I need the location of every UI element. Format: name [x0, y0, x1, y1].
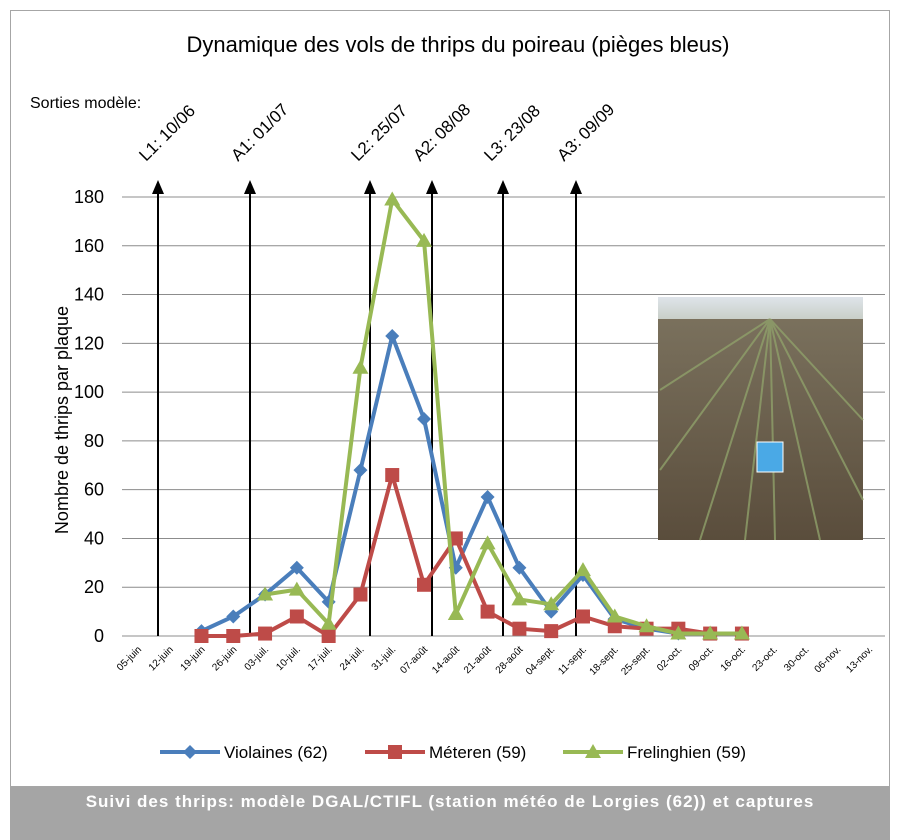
- arrow-head: [152, 180, 164, 194]
- series-line: [264, 197, 742, 636]
- marker: [448, 531, 463, 546]
- legend-label: Violaines (62): [224, 743, 328, 762]
- marker: [585, 744, 601, 758]
- marker: [702, 625, 719, 640]
- marker: [353, 587, 368, 602]
- arrow-head: [497, 180, 509, 194]
- marker: [352, 359, 369, 374]
- legend-label: Frelinghien (59): [627, 743, 746, 762]
- y-tick-label: 140: [74, 285, 104, 305]
- marker: [194, 629, 209, 643]
- marker: [479, 535, 496, 550]
- marker: [321, 629, 336, 643]
- marker: [384, 191, 401, 206]
- legend-label: Méteren (59): [429, 743, 526, 762]
- marker: [385, 329, 400, 344]
- marker: [447, 606, 464, 621]
- marker: [511, 591, 528, 606]
- y-tick-label: 60: [84, 480, 104, 500]
- marker: [512, 621, 527, 636]
- arrow-head: [426, 180, 438, 194]
- y-tick-label: 0: [94, 626, 104, 646]
- marker: [257, 586, 274, 601]
- marker: [417, 577, 432, 592]
- y-tick-label: 120: [74, 333, 104, 353]
- marker: [733, 625, 750, 640]
- marker: [388, 745, 402, 759]
- marker: [480, 489, 495, 504]
- y-tick-label: 100: [74, 382, 104, 402]
- marker: [670, 625, 687, 640]
- marker: [226, 629, 241, 643]
- marker: [416, 232, 433, 247]
- arrow-head: [570, 180, 582, 194]
- series: [257, 191, 750, 640]
- marker: [574, 562, 591, 577]
- marker: [543, 596, 560, 611]
- marker: [638, 618, 655, 633]
- marker: [289, 609, 304, 624]
- marker: [226, 609, 241, 624]
- y-tick-label: 160: [74, 236, 104, 256]
- marker: [512, 560, 527, 575]
- y-axis-label: Nombre de thrips par plaque: [52, 306, 72, 534]
- y-tick-label: 180: [74, 187, 104, 207]
- caption: Suivi des thrips: modèle DGAL/CTIFL (sta…: [10, 787, 890, 840]
- marker: [320, 615, 337, 630]
- subtitle: Sorties modèle:: [30, 95, 141, 112]
- marker: [288, 581, 305, 596]
- y-tick-label: 20: [84, 577, 104, 597]
- marker: [417, 411, 432, 426]
- y-tick-label: 80: [84, 431, 104, 451]
- marker: [575, 609, 590, 624]
- photo: [658, 297, 864, 541]
- marker: [385, 468, 400, 483]
- marker: [607, 619, 622, 634]
- y-tick-label: 40: [84, 528, 104, 548]
- marker: [258, 626, 273, 641]
- arrow-head: [364, 180, 376, 194]
- marker: [353, 463, 368, 478]
- chart-title: Dynamique des vols de thrips du poireau …: [187, 32, 730, 57]
- marker: [183, 745, 197, 759]
- marker: [289, 560, 304, 575]
- arrow-head: [244, 180, 256, 194]
- marker: [606, 608, 623, 623]
- marker: [544, 624, 559, 639]
- marker: [480, 604, 495, 619]
